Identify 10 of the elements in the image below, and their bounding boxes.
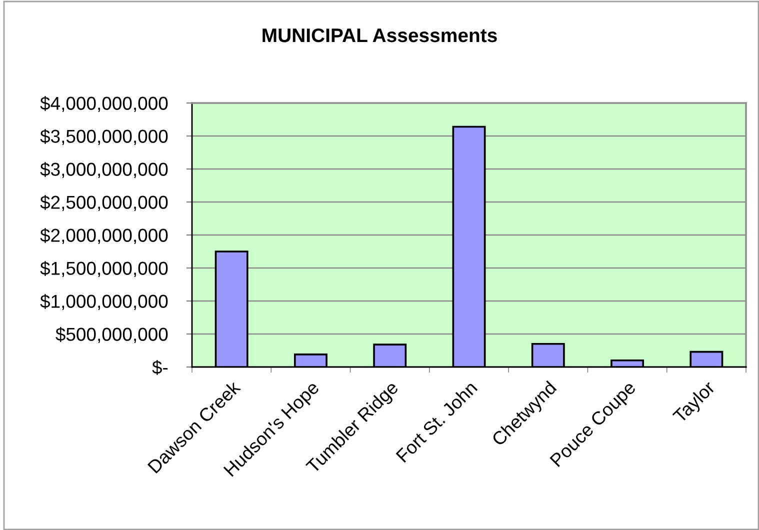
y-tick-label: $1,000,000,000: [40, 294, 168, 310]
y-tick-label: $2,500,000,000: [40, 195, 168, 212]
chart-title: MUNICIPAL Assessments: [262, 28, 497, 42]
y-tick-label: $500,000,000: [56, 327, 168, 344]
y-tick-label: $-: [152, 360, 168, 375]
y-tick-label: $3,500,000,000: [40, 129, 168, 146]
y-tick-label: $2,000,000,000: [40, 228, 168, 244]
y-tick-label: $4,000,000,000: [40, 96, 168, 112]
y-tick-label: $3,000,000,000: [40, 162, 168, 178]
y-tick-label: $1,500,000,000: [40, 261, 168, 278]
